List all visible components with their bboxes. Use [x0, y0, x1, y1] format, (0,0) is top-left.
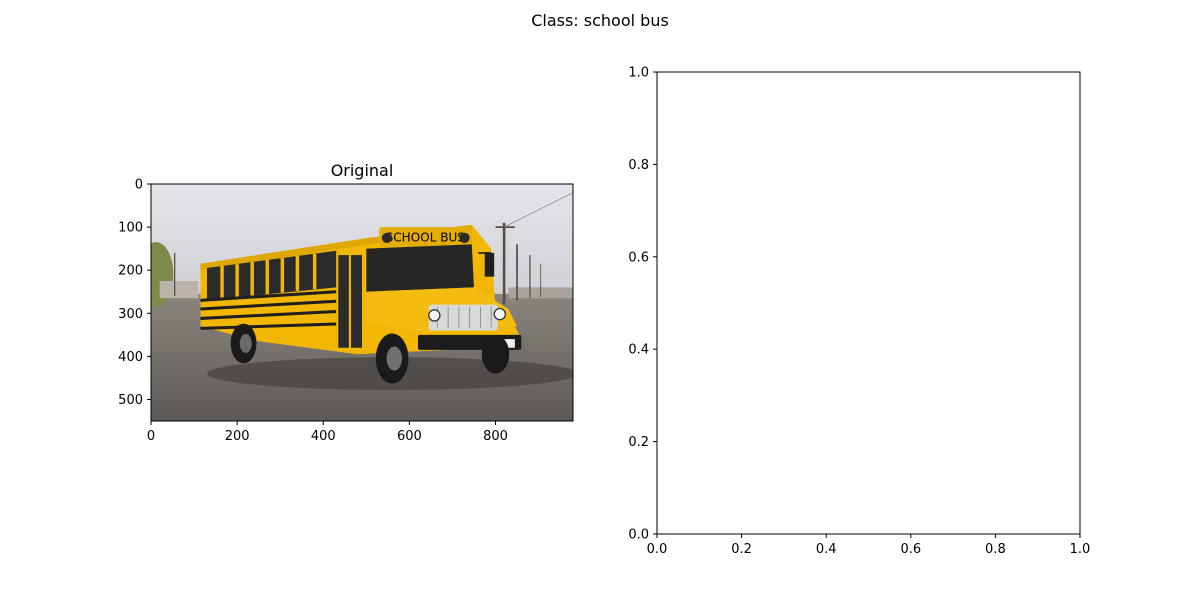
photo-bus-headlight [428, 309, 441, 322]
y-tick-label: 0.2 [628, 435, 649, 450]
photo-bus-windshield [366, 244, 474, 292]
photo-bus-sign: SCHOOL BUS [386, 231, 465, 245]
y-tick-label: 1.0 [628, 66, 649, 81]
photo-bus-mirror [484, 252, 495, 277]
x-tick-label: 800 [483, 429, 508, 444]
image-axes-yticks: 0 100 200 300 400 500 [118, 178, 151, 408]
y-tick-label: 0 [135, 178, 143, 193]
y-tick-label: 500 [118, 393, 143, 408]
photo-bus-wheels [230, 323, 510, 384]
y-tick-label: 0.0 [628, 528, 649, 543]
image-axes-frame [150, 183, 574, 422]
photo-bus-sign-panel [379, 227, 472, 247]
figure-suptitle: Class: school bus [531, 11, 669, 30]
x-tick-label: 600 [397, 429, 422, 444]
photo-bus-windows [206, 250, 337, 301]
empty-axes: 0.0 0.2 0.4 0.6 0.8 1.0 0.0 0.2 0.4 0.6 0.8 1.0 [628, 66, 1090, 558]
empty-axes-xticks: 0.0 0.2 0.4 0.6 0.8 1.0 [647, 534, 1091, 557]
image-axes-title: Original [331, 161, 394, 180]
x-tick-label: 0.0 [647, 542, 668, 557]
y-tick-label: 200 [118, 264, 143, 279]
photo-building [159, 280, 199, 299]
y-tick-label: 400 [118, 350, 143, 365]
y-tick-label: 100 [118, 221, 143, 236]
photo-bus-light [381, 232, 393, 244]
x-tick-label: 1.0 [1070, 542, 1091, 557]
x-tick-label: 200 [225, 429, 250, 444]
photo-bus-light [459, 232, 470, 244]
image-axes-xticks: 0 200 400 600 800 [147, 421, 508, 444]
school-bus-photo: SCHOOL BUS [151, 184, 573, 421]
y-tick-label: 0.6 [628, 250, 649, 265]
empty-axes-frame [656, 71, 1081, 535]
photo-bus-window-frames [220, 253, 317, 300]
empty-axes-yticks: 0.0 0.2 0.4 0.6 0.8 1.0 [628, 66, 657, 543]
x-tick-label: 0 [147, 429, 155, 444]
x-tick-label: 400 [311, 429, 336, 444]
photo-bus-plate [499, 339, 515, 348]
y-tick-label: 0.8 [628, 158, 649, 173]
x-tick-label: 0.6 [900, 542, 921, 557]
y-tick-label: 0.4 [628, 343, 649, 358]
x-tick-label: 0.8 [985, 542, 1006, 557]
x-tick-label: 0.4 [816, 542, 837, 557]
photo-bus-headlight [493, 307, 507, 321]
image-axes: Original [118, 161, 574, 444]
x-tick-label: 0.2 [731, 542, 752, 557]
photo-bus-stripes [200, 290, 337, 330]
y-tick-label: 300 [118, 307, 143, 322]
photo-wire [503, 192, 573, 228]
